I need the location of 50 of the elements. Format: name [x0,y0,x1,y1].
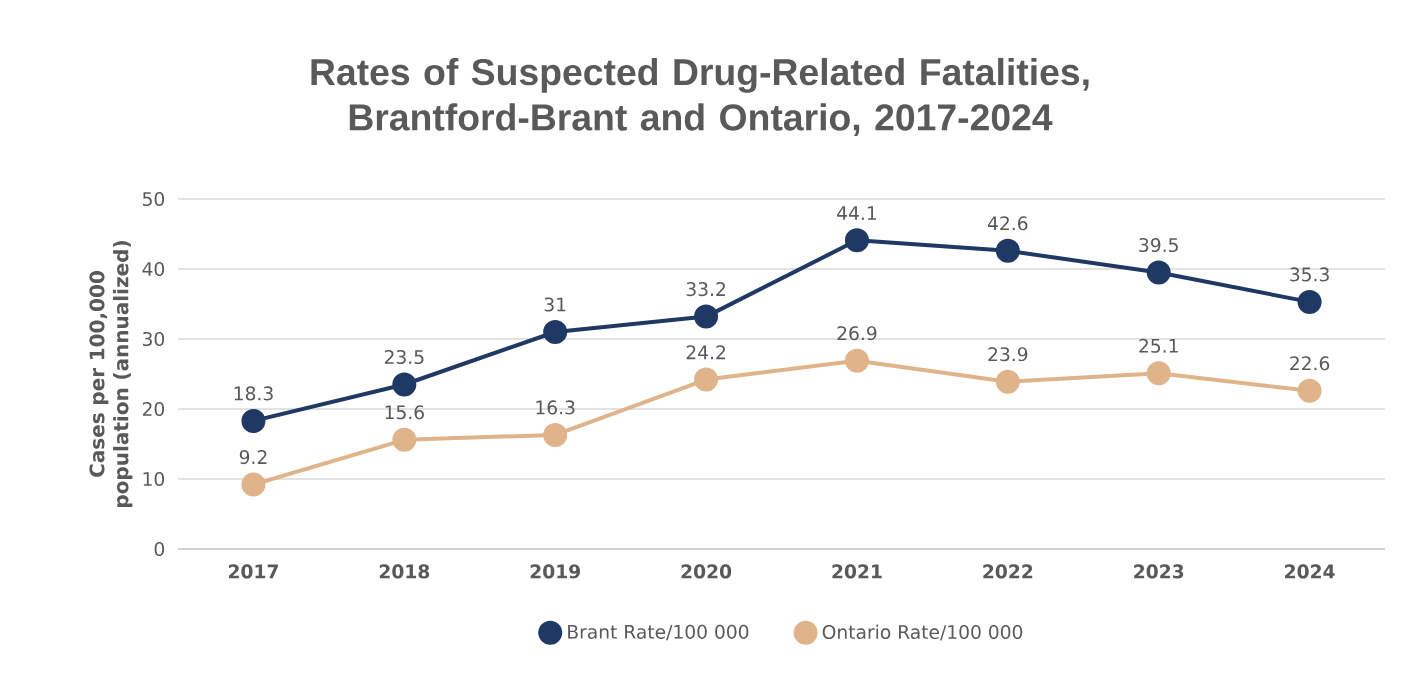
data-label: 16.3 [536,400,575,415]
point [995,238,1020,263]
x-tick-label: 2023 [1134,564,1184,579]
point [392,427,417,452]
legend-label: Brant Rate/100 000 [568,624,749,641]
x-tick-label: 2020 [681,564,732,579]
point [241,472,266,497]
data-label: 39.5 [1139,237,1178,253]
x-tick-label: 2024 [1285,564,1335,579]
x-tick-label: 2018 [379,564,430,579]
x-tick-label: 2022 [983,564,1033,579]
y-tick-label: 10 [143,471,165,487]
point [995,369,1020,394]
legend-label: Ontario Rate/100 000 [822,624,1023,641]
point [694,304,719,329]
data-label: 35.3 [1290,267,1329,282]
data-label: 44.1 [837,206,877,220]
data-label: 23.9 [988,347,1028,362]
chart-title: Rates of Suspected Drug-Related Fatalities, Brantford-Brant and Ontario, 2017-2024 [311,57,1089,137]
data-label: 42.6 [987,216,1028,231]
y-tick-label: 20 [142,401,165,417]
x-tick-label: 2019 [530,564,580,579]
point [694,367,719,392]
point [1297,378,1322,403]
data-label: 23.5 [384,349,424,365]
data-label: 31 [544,297,566,312]
point [1297,289,1322,314]
x-tick-label: 2017 [228,564,278,579]
data-label: 26.9 [837,326,877,341]
data-label: 33.2 [686,282,725,297]
y-axis-title: Cases per 100,000 population (annualized) [89,241,133,507]
y-tick-label: 50 [142,191,165,207]
data-label: 22.6 [1290,356,1330,371]
point [1146,361,1171,386]
point [1146,260,1171,285]
point [543,320,568,344]
point [392,372,417,397]
point [844,228,869,253]
data-label: 9.2 [239,450,267,465]
y-tick-label: 0 [154,541,165,557]
data-label: 15.6 [385,405,424,420]
data-label: 24.2 [686,345,725,360]
x-tick-label: 2021 [832,564,882,579]
data-label: 25.1 [1139,338,1178,353]
data-label: 18.3 [234,386,273,401]
point [844,348,869,373]
point [241,408,266,433]
y-tick-label: 30 [142,331,165,347]
y-tick-label: 40 [142,261,165,277]
point [543,422,568,447]
